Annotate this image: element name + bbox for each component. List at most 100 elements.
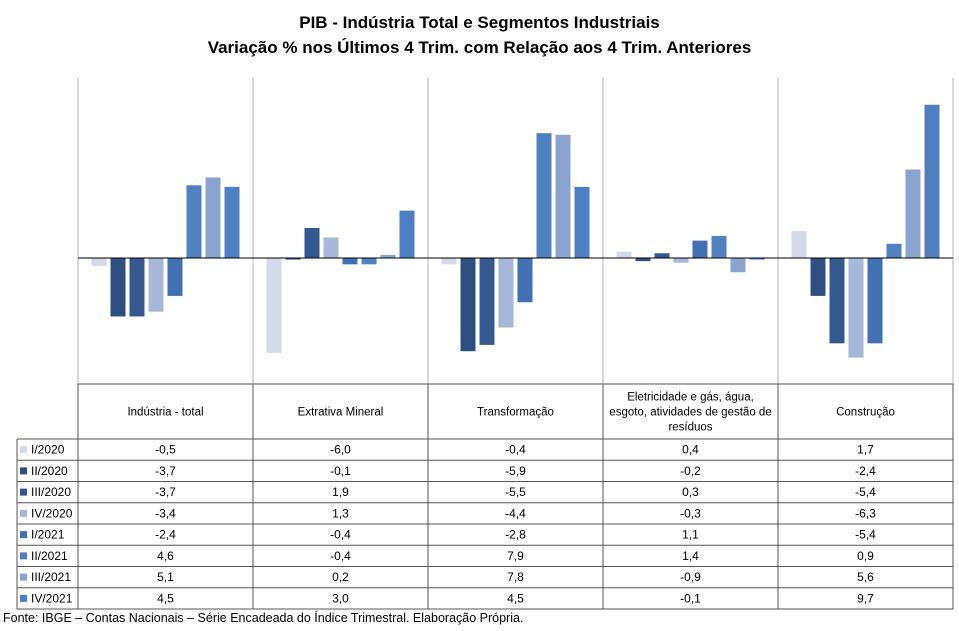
data-value: -0,5 [155,443,176,457]
bar [380,254,396,258]
bar [91,258,107,266]
data-value: 4,5 [507,591,524,605]
bar [829,258,845,344]
bar [460,258,476,352]
bar [361,258,377,265]
bar [886,243,902,258]
bar [498,258,514,328]
legend-label: I/2020 [31,443,65,457]
bar [399,210,415,258]
bar [148,258,164,312]
bar [129,258,145,317]
data-value: 9,7 [857,591,874,605]
bar [616,251,632,258]
data-value: -4,4 [505,506,526,520]
category-label: Extrativa Mineral [298,407,384,419]
bar [730,258,746,273]
legend-label: II/2021 [31,549,68,563]
bar [791,231,807,258]
legend-label: IV/2020 [31,506,73,520]
data-value: -6,0 [330,443,351,457]
bar [342,258,358,265]
bar [810,258,826,296]
data-value: -3,7 [155,464,176,478]
legend-label: II/2020 [31,464,68,478]
bar [848,258,864,358]
chart-title: PIB - Indústria Total e Segmentos Indust… [299,13,660,32]
category-label: resíduos [668,422,712,434]
bar [536,133,552,258]
bar [654,253,670,258]
source-note: Fonte: IBGE – Contas Nacionais – Série E… [3,611,524,625]
data-value: -0,1 [330,464,351,478]
chart-subtitle: Variação % nos Últimos 4 Trim. com Relaç… [207,38,752,57]
bar [266,258,282,353]
data-value: -0,2 [680,464,701,478]
bar [167,258,183,296]
bar [555,134,571,258]
bar [905,169,921,258]
bar [673,258,689,263]
data-value: 1,3 [332,506,349,520]
category-label: esgoto, atividades de gestão de [609,407,771,419]
legend-label: IV/2021 [31,591,73,605]
bar [186,185,202,258]
data-value: 5,1 [157,570,174,584]
data-value: 1,7 [857,443,874,457]
bar [867,258,883,344]
data-value: 7,9 [507,549,524,563]
bar [224,186,240,258]
category-label: Eletricidade e gás, água, [627,392,754,404]
legend-swatch [20,573,27,581]
bar [635,258,651,262]
data-value: -0,4 [505,443,526,457]
bar [323,237,339,258]
data-value: -2,4 [855,464,876,478]
bar [205,177,221,258]
category-label: Construção [836,407,895,419]
data-value: -5,4 [855,485,876,499]
data-value: -2,8 [505,528,526,542]
data-value: 0,3 [682,485,699,499]
bar [924,104,940,259]
data-value: 0,2 [332,570,349,584]
data-value: 1,9 [332,485,349,499]
data-value: -2,4 [155,528,176,542]
bar [479,258,495,345]
bar [441,258,457,265]
data-value: 4,5 [157,591,174,605]
legend-swatch [20,509,27,517]
legend-swatch [20,467,27,475]
data-value: -0,1 [680,591,701,605]
legend-swatch [20,552,27,560]
data-value: -5,4 [855,528,876,542]
data-value: -0,4 [330,528,351,542]
data-value: 5,6 [857,570,874,584]
bar [711,235,727,258]
bar [574,186,590,258]
legend-label: III/2020 [31,485,71,499]
category-label: Transformação [477,407,554,419]
bar [517,258,533,303]
data-value: -3,7 [155,485,176,499]
data-value: 1,4 [682,549,699,563]
data-value: -0,9 [680,570,701,584]
category-label: Indústria - total [127,407,203,419]
data-value: -0,4 [330,549,351,563]
bar [285,258,301,260]
legend-swatch [20,531,27,539]
legend-swatch [20,488,27,496]
data-value: 0,9 [857,549,874,563]
data-value: 1,1 [682,528,699,542]
legend-swatch [20,446,27,454]
bar [692,240,708,258]
data-value: 0,4 [682,443,699,457]
bar [110,258,126,317]
data-value: -5,9 [505,464,526,478]
data-value: -6,3 [855,506,876,520]
data-value: 3,0 [332,591,349,605]
data-value: -0,3 [680,506,701,520]
legend-swatch [20,594,27,602]
data-value: -5,5 [505,485,526,499]
